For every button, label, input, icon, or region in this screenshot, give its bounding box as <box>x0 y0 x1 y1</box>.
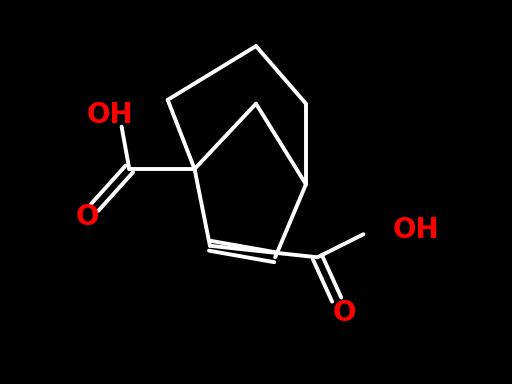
Text: O: O <box>333 299 356 327</box>
Text: OH: OH <box>392 217 439 244</box>
Text: OH: OH <box>87 101 134 129</box>
Text: O: O <box>75 203 99 231</box>
